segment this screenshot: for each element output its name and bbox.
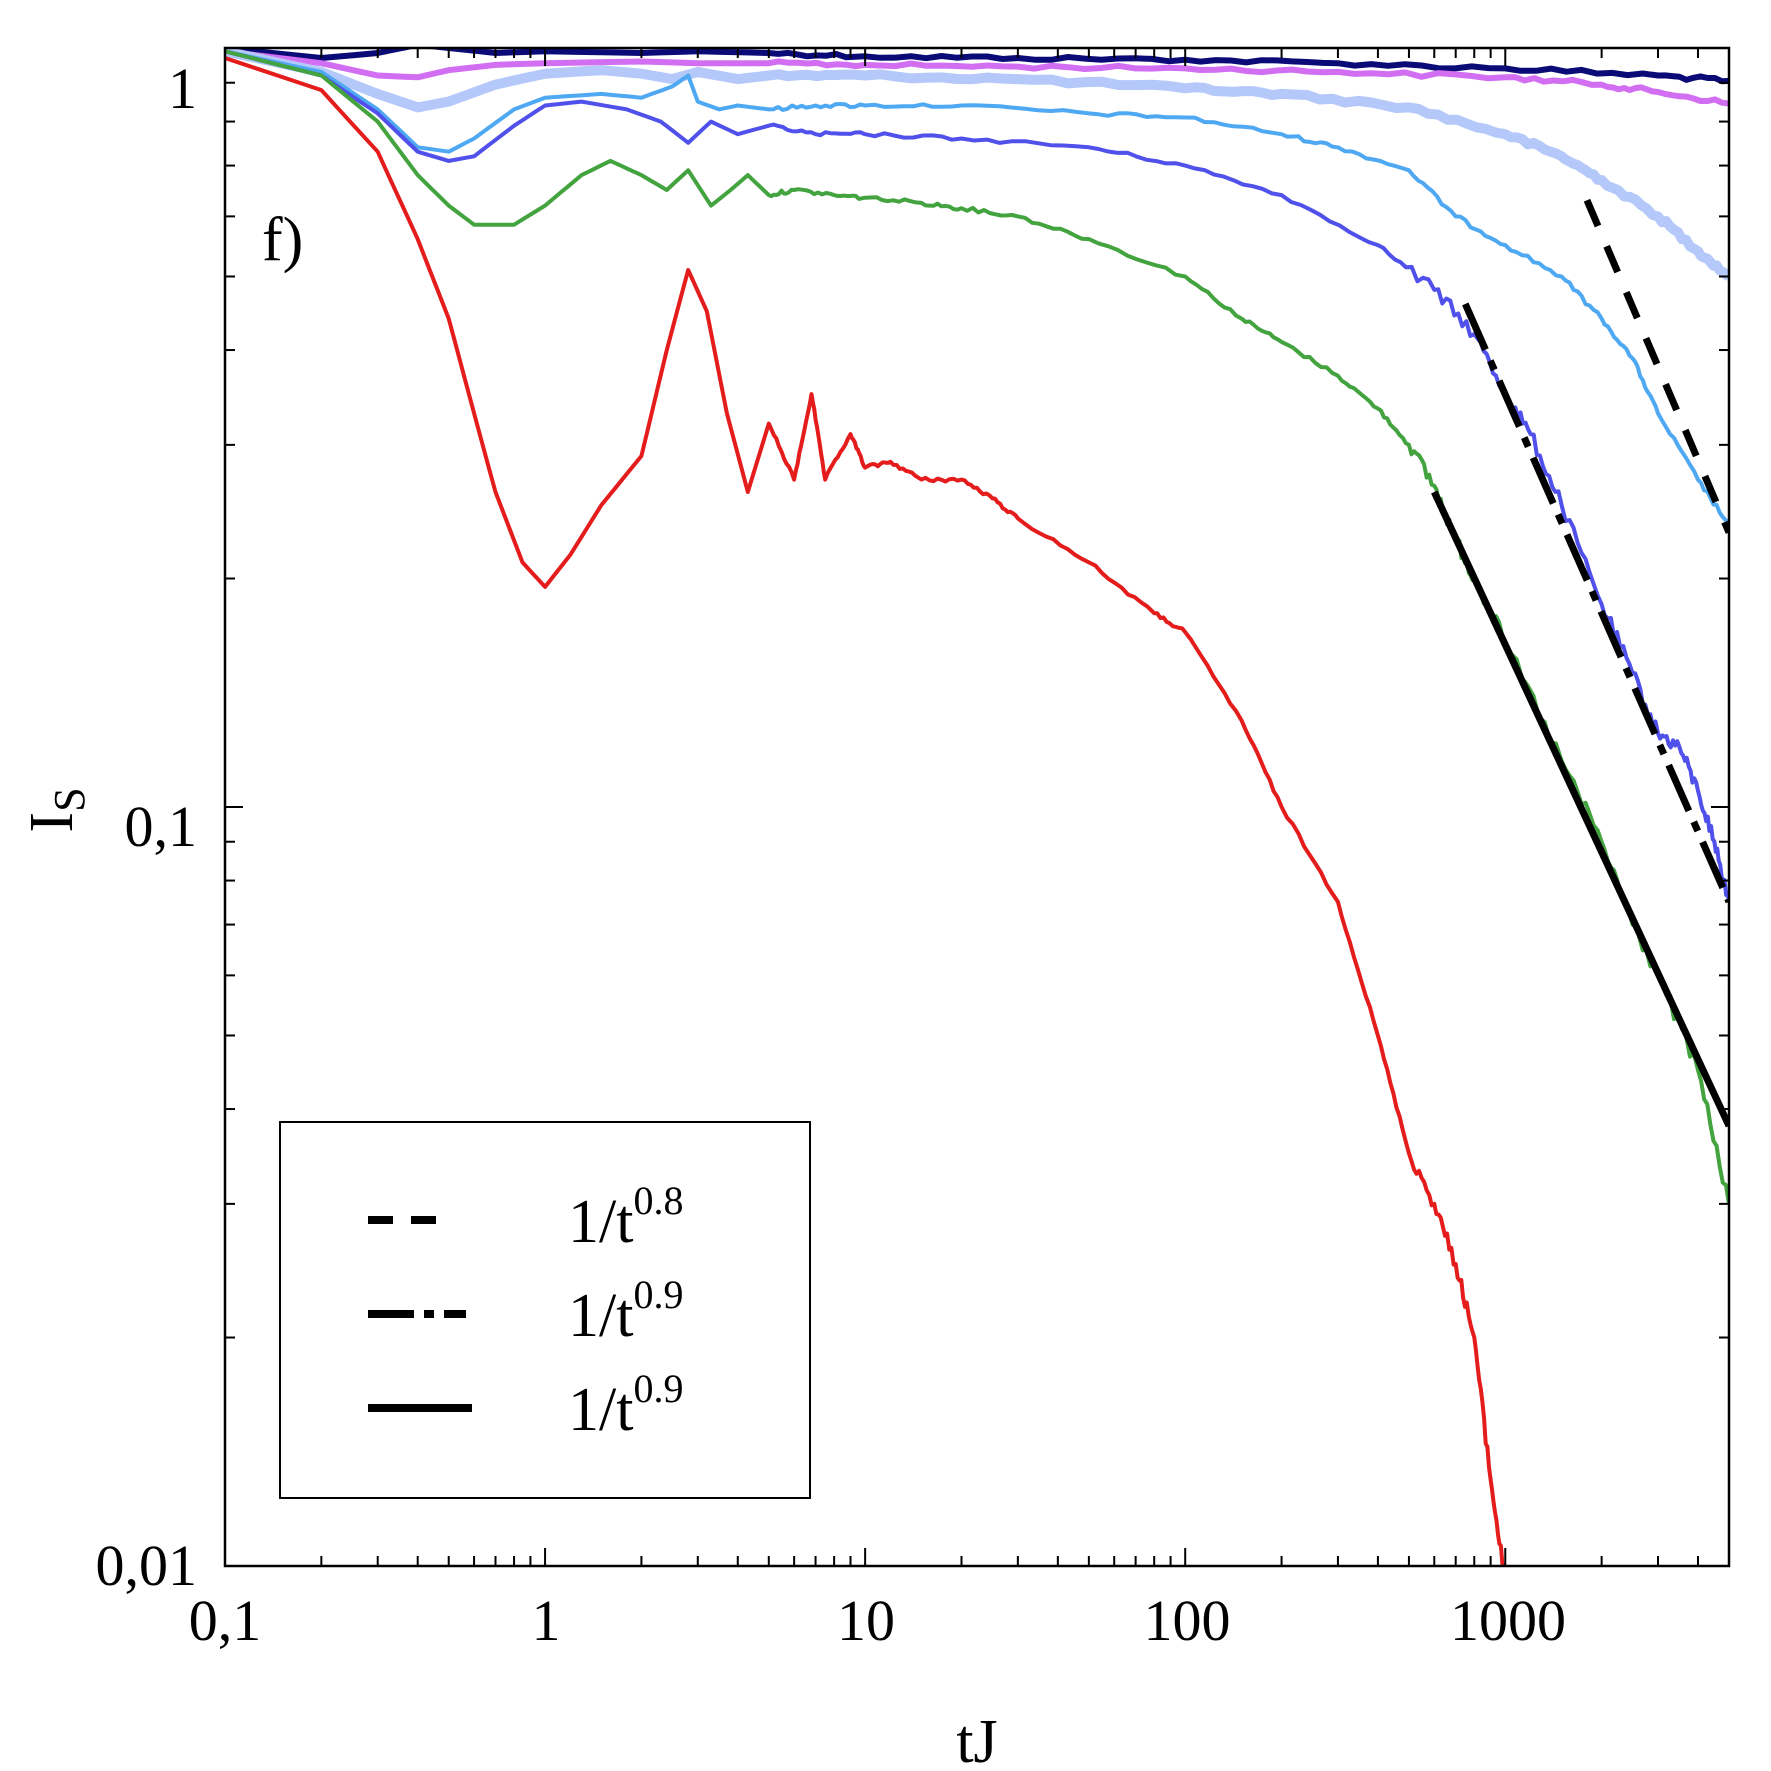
panel-label: f) <box>262 206 303 274</box>
legend-entry-2-base: 1/t <box>568 1376 633 1444</box>
x-tick-label-1: 1 <box>532 1588 561 1653</box>
series-line-2 <box>225 48 1729 281</box>
legend-entry-1: 1/t0.9 <box>568 1272 683 1350</box>
legend-entry-0: 1/t0.8 <box>568 1178 683 1256</box>
tick-layer <box>224 47 1730 1567</box>
legend-entry-0-base: 1/t <box>568 1188 633 1256</box>
fit-lines-layer <box>1431 198 1729 1128</box>
legend-entry-2-exponent: 0.9 <box>633 1366 683 1411</box>
legend-entry-2: 1/t0.9 <box>568 1366 683 1444</box>
series-line-3 <box>225 49 1729 527</box>
y-tick-label-1: 0,1 <box>125 794 198 859</box>
x-axis-label: tJ <box>956 1708 997 1771</box>
x-tick-label-0: 0,1 <box>189 1588 262 1653</box>
fit-line-solid-2 <box>1431 490 1729 1128</box>
x-tick-label-2: 10 <box>837 1588 895 1653</box>
legend-entry-1-exponent: 0.9 <box>633 1272 683 1317</box>
series-line-4 <box>225 49 1729 903</box>
x-tick-label-3: 100 <box>1144 1588 1231 1653</box>
x-tick-label-4: 1000 <box>1450 1588 1566 1653</box>
y-tick-label-0: 0,01 <box>96 1533 198 1598</box>
legend-entry-1-base: 1/t <box>568 1282 633 1350</box>
legend: 1/t0.8 1/t0.9 1/t0.9 <box>279 1121 811 1499</box>
series-line-6 <box>225 56 1505 1566</box>
series-layer <box>225 48 1729 1566</box>
series-line-5 <box>225 49 1729 1205</box>
series-line-1 <box>225 48 1729 107</box>
y-tick-label-2: 1 <box>168 56 197 121</box>
y-axis-label-sub: S <box>45 787 94 811</box>
fit-line-dashed-0 <box>1583 198 1729 534</box>
y-axis-label-main: I <box>18 812 86 833</box>
fit-line-dashdot-1 <box>1462 302 1729 904</box>
svg-text:IS: IS <box>18 787 94 832</box>
legend-entry-0-exponent: 0.8 <box>633 1178 683 1223</box>
legend-box <box>279 1121 811 1499</box>
y-axis-label: IS <box>18 787 94 832</box>
